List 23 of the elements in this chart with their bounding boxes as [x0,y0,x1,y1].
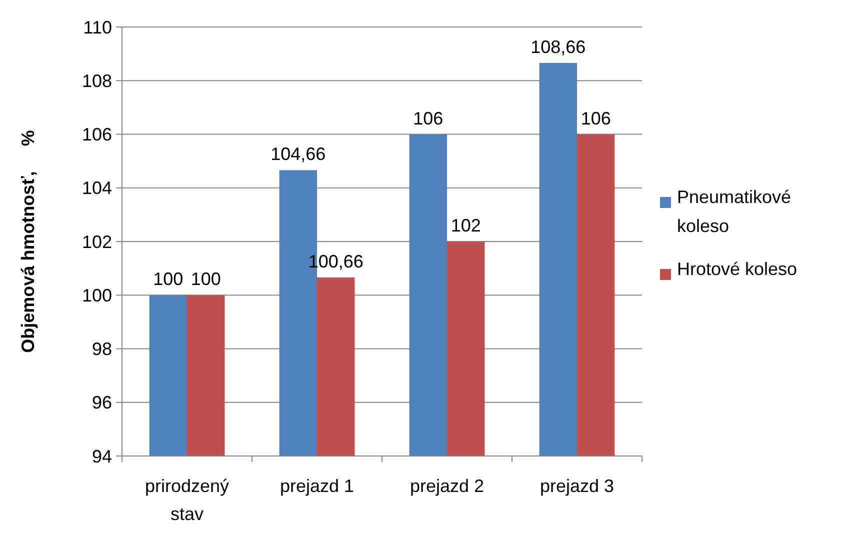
x-tick-label: prirodzený stav [144,476,230,524]
y-tick-label: 110 [83,17,112,38]
data-label: 108,66 [530,36,586,57]
x-tick-label: prejazd 1 [280,476,354,496]
data-label: 104,66 [270,144,326,164]
y-tick-label: 96 [92,392,112,413]
y-tick-label: 102 [82,232,112,252]
data-label: 106 [413,108,444,128]
y-tick-label: 100 [82,285,112,306]
y-tick-label: 106 [82,124,112,145]
y-axis-title: Objemová hmotnosť, % [18,130,38,353]
x-tick-label: prejazd 3 [540,476,614,496]
y-tick-label: 94 [92,446,112,466]
legend-label: Hrotové koleso [677,259,798,279]
x-tick-label: prejazd 2 [410,476,484,496]
data-label: 100 [153,269,184,290]
data-label: 102 [450,216,481,236]
y-tick-label: 98 [92,339,112,360]
data-label: 100 [190,269,221,290]
y-tick-label: 108 [82,70,112,91]
legend-label: Pneumatikové koleso [677,187,792,236]
y-tick-label: 104 [82,178,112,198]
data-label: 106 [580,108,611,128]
